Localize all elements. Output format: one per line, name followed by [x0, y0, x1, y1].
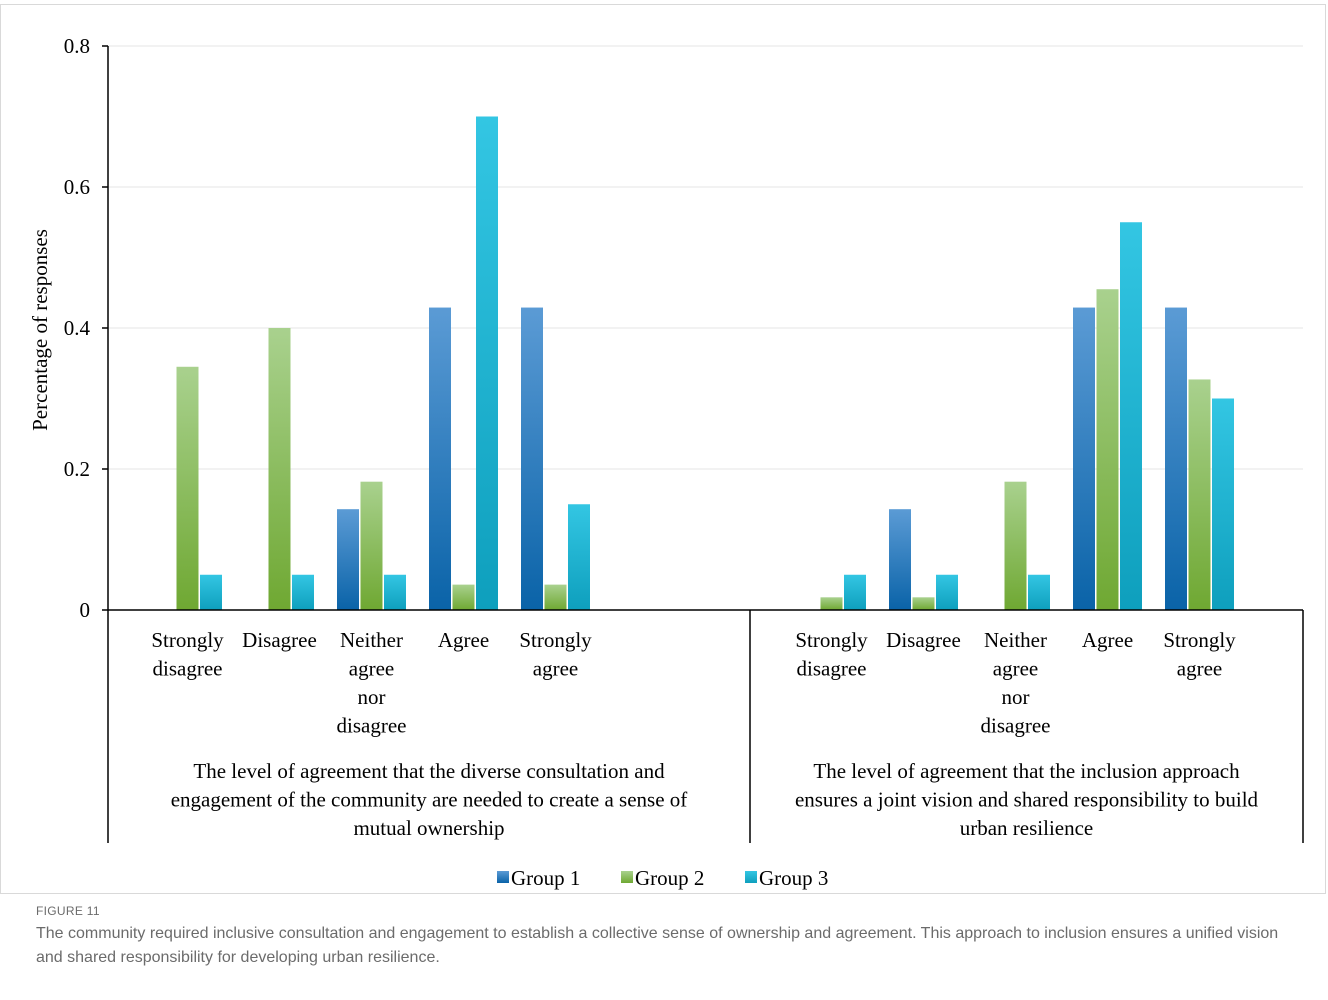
chart-frame: Percentage of responses 0 0.2 0.4 0.6 0.8 Str…: [0, 4, 1326, 894]
bar-group-1: [889, 509, 911, 610]
bar-group-2: [268, 328, 291, 610]
x-category-label: Disagree: [886, 628, 961, 652]
legend-label: Group 3: [759, 866, 828, 890]
figure-label: FIGURE 11: [36, 904, 100, 918]
bar-group-1: [521, 307, 543, 610]
bar-group-3: [1120, 222, 1142, 610]
bar-group-3: [1028, 574, 1050, 610]
bar-group-2: [544, 584, 567, 610]
x-category-label: Neither agree nor disagree: [981, 628, 1051, 738]
bar-group-1: [1165, 307, 1187, 610]
figure-caption-text: The community required inclusive consult…: [36, 925, 1279, 966]
y-tick-label: 0.6: [64, 175, 90, 199]
bar-group-1: [429, 307, 451, 610]
axes: [102, 45, 1304, 843]
bar-group-3: [292, 574, 314, 610]
legend-swatch: [621, 871, 633, 883]
bar-group-3: [1212, 398, 1234, 610]
bars: [176, 116, 1234, 610]
x-group-label: The level of agreement that the inclusio…: [795, 759, 1259, 840]
legend-swatch: [497, 871, 509, 883]
y-tick-label: 0.8: [64, 34, 90, 58]
x-category-label: Strongly disagree: [795, 628, 868, 681]
bar-group-2: [1096, 289, 1119, 610]
y-tick-label: 0.4: [64, 316, 91, 340]
legend-label: Group 1: [511, 866, 580, 890]
bar-group-3: [844, 574, 866, 610]
legend-swatch: [745, 871, 757, 883]
x-category-label: Disagree: [242, 628, 317, 652]
bar-chart: Percentage of responses 0 0.2 0.4 0.6 0.8 Str…: [28, 34, 1304, 890]
bar-group-3: [568, 504, 590, 610]
bar-group-3: [476, 116, 498, 610]
bar-group-2: [1188, 379, 1211, 610]
x-category-label: Strongly agree: [519, 628, 592, 681]
x-category-label: Neither agree nor disagree: [337, 628, 407, 738]
bar-group-3: [200, 574, 222, 610]
y-tick-label: 0: [80, 598, 91, 622]
bar-group-1: [1073, 307, 1095, 610]
bar-group-2: [1004, 481, 1027, 610]
legend-label: Group 2: [635, 866, 704, 890]
x-category-label: Strongly disagree: [151, 628, 224, 681]
bar-group-2: [452, 584, 475, 610]
labels: Percentage of responses 0 0.2 0.4 0.6 0.8 Str…: [28, 34, 1259, 840]
y-axis-title: Percentage of responses: [28, 229, 52, 431]
bar-group-3: [384, 574, 406, 610]
bar-group-3: [936, 574, 958, 610]
bar-group-2: [176, 366, 199, 610]
legend: Group 1 Group 2 Group 3: [497, 866, 828, 890]
bar-group-2: [360, 481, 383, 610]
figure-caption: FIGURE 11 The community required inclusi…: [36, 904, 1296, 970]
bar-group-2: [820, 597, 843, 610]
x-category-label: Agree: [1082, 628, 1133, 652]
x-category-label: Agree: [438, 628, 489, 652]
x-group-label: The level of agreement that the diverse …: [171, 759, 688, 840]
bar-group-2: [912, 597, 935, 610]
y-tick-label: 0.2: [64, 457, 90, 481]
x-category-label: Strongly agree: [1163, 628, 1236, 681]
bar-group-1: [337, 509, 359, 610]
